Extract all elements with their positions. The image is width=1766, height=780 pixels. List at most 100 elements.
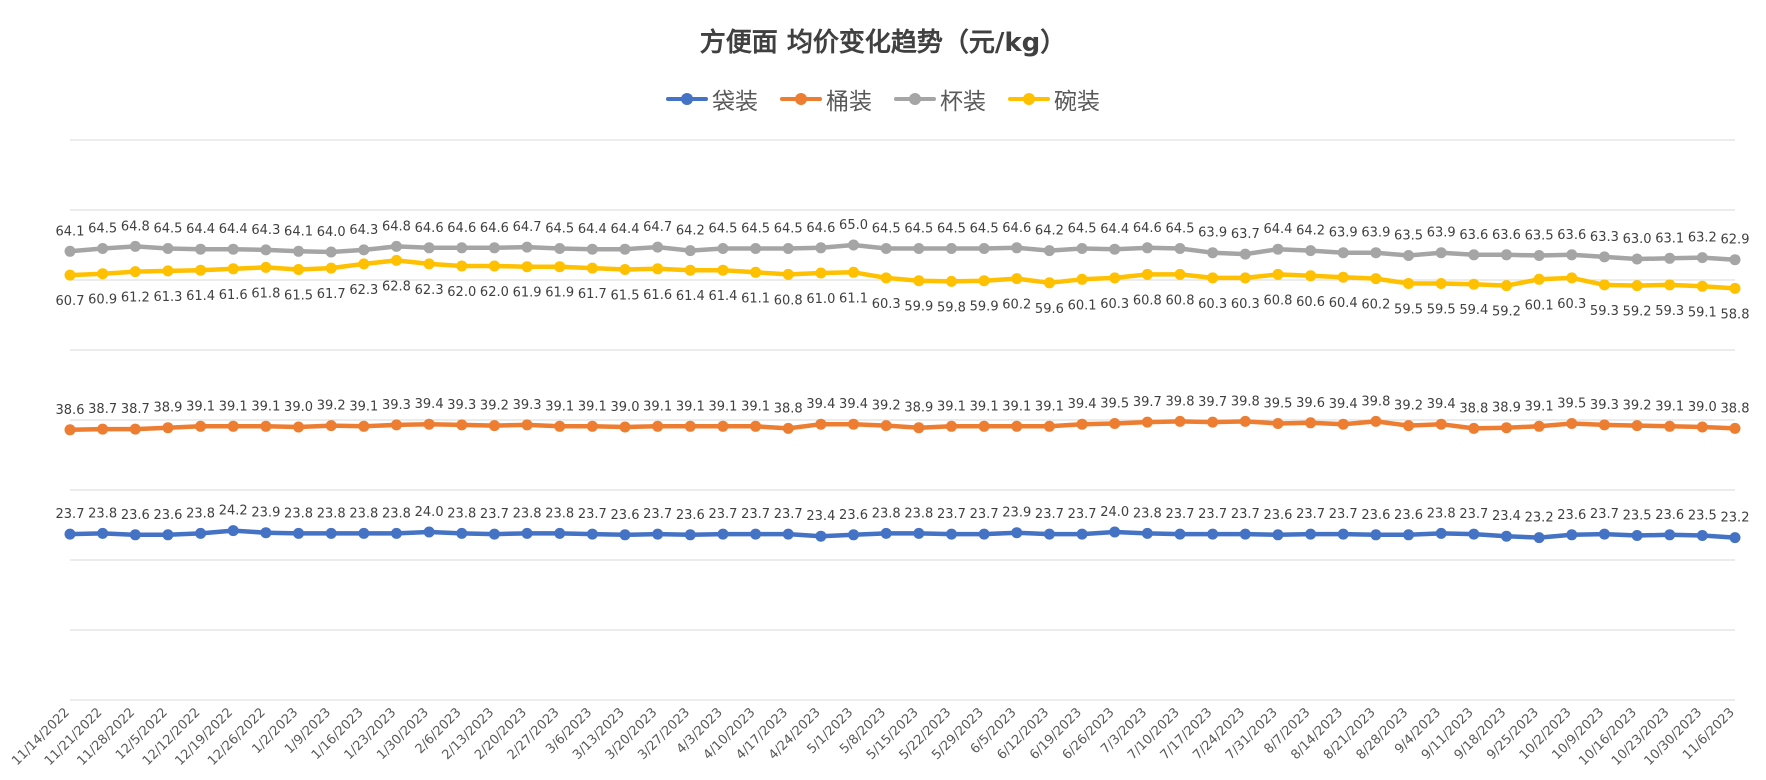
data-label: 64.8 xyxy=(121,219,150,234)
data-point xyxy=(1076,418,1088,430)
legend-swatch xyxy=(894,93,936,105)
data-point xyxy=(1141,268,1153,280)
data-point xyxy=(1566,272,1578,284)
data-point xyxy=(1566,249,1578,261)
data-label: 61.1 xyxy=(741,291,770,306)
data-point xyxy=(1076,528,1088,540)
data-label: 65.0 xyxy=(839,218,868,233)
data-label: 39.2 xyxy=(1394,399,1423,414)
data-point xyxy=(1696,252,1708,264)
data-label: 39.8 xyxy=(1231,394,1260,409)
data-point xyxy=(913,527,925,539)
data-label: 39.1 xyxy=(643,399,672,414)
data-point xyxy=(129,240,141,252)
data-point xyxy=(1468,278,1480,290)
data-point xyxy=(1076,273,1088,285)
data-label: 23.8 xyxy=(382,506,411,521)
data-point xyxy=(684,264,696,276)
data-label: 64.6 xyxy=(1133,221,1162,236)
data-point xyxy=(1631,253,1643,265)
data-point xyxy=(260,244,272,256)
data-point xyxy=(1337,528,1349,540)
data-label: 23.6 xyxy=(121,508,150,523)
data-label: 23.7 xyxy=(937,507,966,522)
data-label: 60.3 xyxy=(1100,297,1129,312)
data-point xyxy=(1631,530,1643,541)
data-label: 39.8 xyxy=(1166,394,1195,409)
data-label: 39.4 xyxy=(1427,397,1456,412)
series-line xyxy=(67,528,1738,540)
data-label: 23.7 xyxy=(1296,507,1325,522)
data-label: 60.8 xyxy=(1263,293,1292,308)
data-label: 38.8 xyxy=(1459,401,1488,416)
data-label: 64.5 xyxy=(1068,222,1097,237)
data-label: 63.9 xyxy=(1198,226,1227,241)
data-label: 59.3 xyxy=(1655,304,1684,319)
data-point xyxy=(1011,527,1023,539)
legend-item: 碗装 xyxy=(1008,82,1100,116)
data-label: 64.4 xyxy=(219,222,248,237)
data-label: 61.4 xyxy=(708,289,737,304)
data-label: 60.8 xyxy=(1133,293,1162,308)
data-point xyxy=(423,242,435,254)
data-point xyxy=(227,525,239,537)
data-label: 39.1 xyxy=(937,399,966,414)
data-label: 23.8 xyxy=(284,506,313,521)
data-point xyxy=(684,529,696,541)
data-point xyxy=(358,527,370,539)
data-label: 60.2 xyxy=(1361,298,1390,313)
data-point xyxy=(1207,247,1219,259)
data-point xyxy=(64,528,76,540)
data-label: 61.9 xyxy=(545,286,574,301)
data-point xyxy=(913,422,925,434)
data-point xyxy=(488,260,500,272)
data-point xyxy=(1239,272,1251,284)
data-label: 61.2 xyxy=(121,291,150,306)
data-label: 23.7 xyxy=(970,507,999,522)
data-point xyxy=(1174,243,1186,254)
data-point xyxy=(815,267,827,279)
data-point xyxy=(1109,418,1121,429)
data-point xyxy=(848,529,860,541)
data-label: 24.2 xyxy=(219,504,248,519)
data-label: 64.7 xyxy=(513,220,542,235)
data-label: 59.5 xyxy=(1394,303,1423,318)
data-label: 23.9 xyxy=(1002,506,1031,521)
data-label: 39.1 xyxy=(676,399,705,414)
data-point xyxy=(456,527,468,539)
data-label: 38.7 xyxy=(88,402,117,417)
data-point xyxy=(129,529,141,541)
data-label: 39.5 xyxy=(1557,397,1586,412)
data-point xyxy=(1533,273,1545,285)
data-label: 39.1 xyxy=(708,399,737,414)
data-point xyxy=(815,530,827,542)
data-label: 58.8 xyxy=(1721,307,1750,322)
data-point xyxy=(880,420,892,432)
data-label: 64.7 xyxy=(643,220,672,235)
data-point xyxy=(1468,422,1480,434)
data-label: 23.7 xyxy=(1198,507,1227,522)
data-label: 64.5 xyxy=(937,222,966,237)
data-point xyxy=(1272,243,1284,255)
data-point xyxy=(1696,530,1708,541)
data-point xyxy=(456,260,468,272)
data-label: 23.8 xyxy=(186,506,215,521)
data-point xyxy=(978,420,990,432)
data-point xyxy=(684,245,696,257)
data-label: 61.0 xyxy=(806,292,835,307)
data-label: 23.7 xyxy=(643,507,672,522)
data-point xyxy=(586,420,598,432)
data-label: 63.5 xyxy=(1394,229,1423,244)
series-line xyxy=(67,242,1738,262)
data-point xyxy=(1174,415,1186,427)
data-point xyxy=(129,423,141,435)
data-label: 63.6 xyxy=(1459,228,1488,243)
data-label: 23.6 xyxy=(1655,508,1684,523)
data-label: 23.7 xyxy=(1035,507,1064,522)
data-label: 39.6 xyxy=(1296,396,1325,411)
data-point xyxy=(162,243,174,254)
data-label: 38.8 xyxy=(774,401,803,416)
data-label: 38.6 xyxy=(56,403,85,418)
data-label: 64.1 xyxy=(56,224,85,239)
data-label: 23.6 xyxy=(839,508,868,523)
